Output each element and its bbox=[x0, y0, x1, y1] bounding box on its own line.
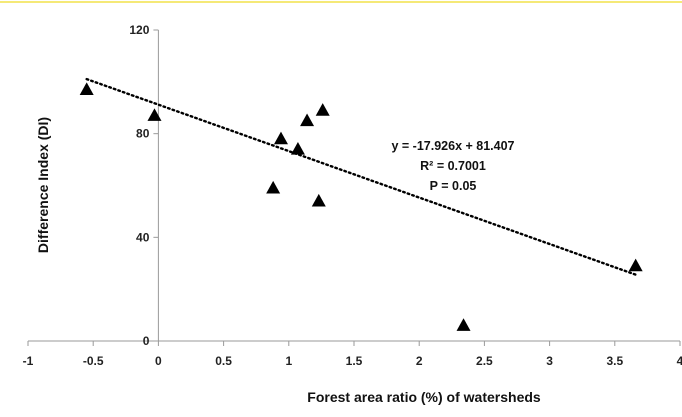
x-tick-label: -1 bbox=[23, 354, 34, 368]
data-point bbox=[311, 193, 326, 207]
data-point bbox=[315, 103, 330, 116]
y-tick-label: 120 bbox=[129, 23, 149, 37]
y-axis-ticks: 0 40 80 120 bbox=[129, 23, 159, 348]
x-tick-label: 1.5 bbox=[346, 354, 363, 368]
x-tick-label: 0.5 bbox=[215, 354, 232, 368]
x-tick-label: 0 bbox=[155, 354, 162, 368]
x-tick-label: 1 bbox=[285, 354, 292, 368]
x-tick-label: 2 bbox=[416, 354, 423, 368]
data-point bbox=[79, 82, 94, 96]
y-tick-label: 80 bbox=[136, 127, 150, 141]
x-tick-label: -0.5 bbox=[83, 354, 104, 368]
data-point bbox=[628, 258, 643, 272]
data-point bbox=[266, 180, 281, 194]
data-point bbox=[300, 113, 315, 127]
x-tick-label: 3 bbox=[546, 354, 553, 368]
data-point bbox=[456, 318, 471, 331]
data-point bbox=[147, 108, 162, 121]
trendline bbox=[85, 77, 637, 276]
x-tick-label: 4 bbox=[677, 354, 682, 368]
r-squared-label: R² = 0.7001 bbox=[420, 159, 486, 173]
x-axis-ticks: -1 -0.5 0 0.5 1 1.5 2 2.5 3 3.5 4 bbox=[23, 341, 682, 368]
data-point bbox=[290, 142, 305, 155]
y-tick-label: 0 bbox=[143, 334, 150, 348]
regression-equation: y = -17.926x + 81.407 bbox=[391, 139, 514, 153]
x-tick-label: 2.5 bbox=[476, 354, 493, 368]
y-axis-title: Difference Index (DI) bbox=[35, 117, 51, 253]
data-point bbox=[273, 131, 288, 145]
x-axis-title: Forest area ratio (%) of watersheds bbox=[307, 389, 541, 405]
data-points bbox=[79, 82, 643, 331]
y-tick-label: 40 bbox=[136, 230, 150, 244]
p-value-label: P = 0.05 bbox=[430, 179, 477, 193]
x-tick-label: 3.5 bbox=[606, 354, 623, 368]
